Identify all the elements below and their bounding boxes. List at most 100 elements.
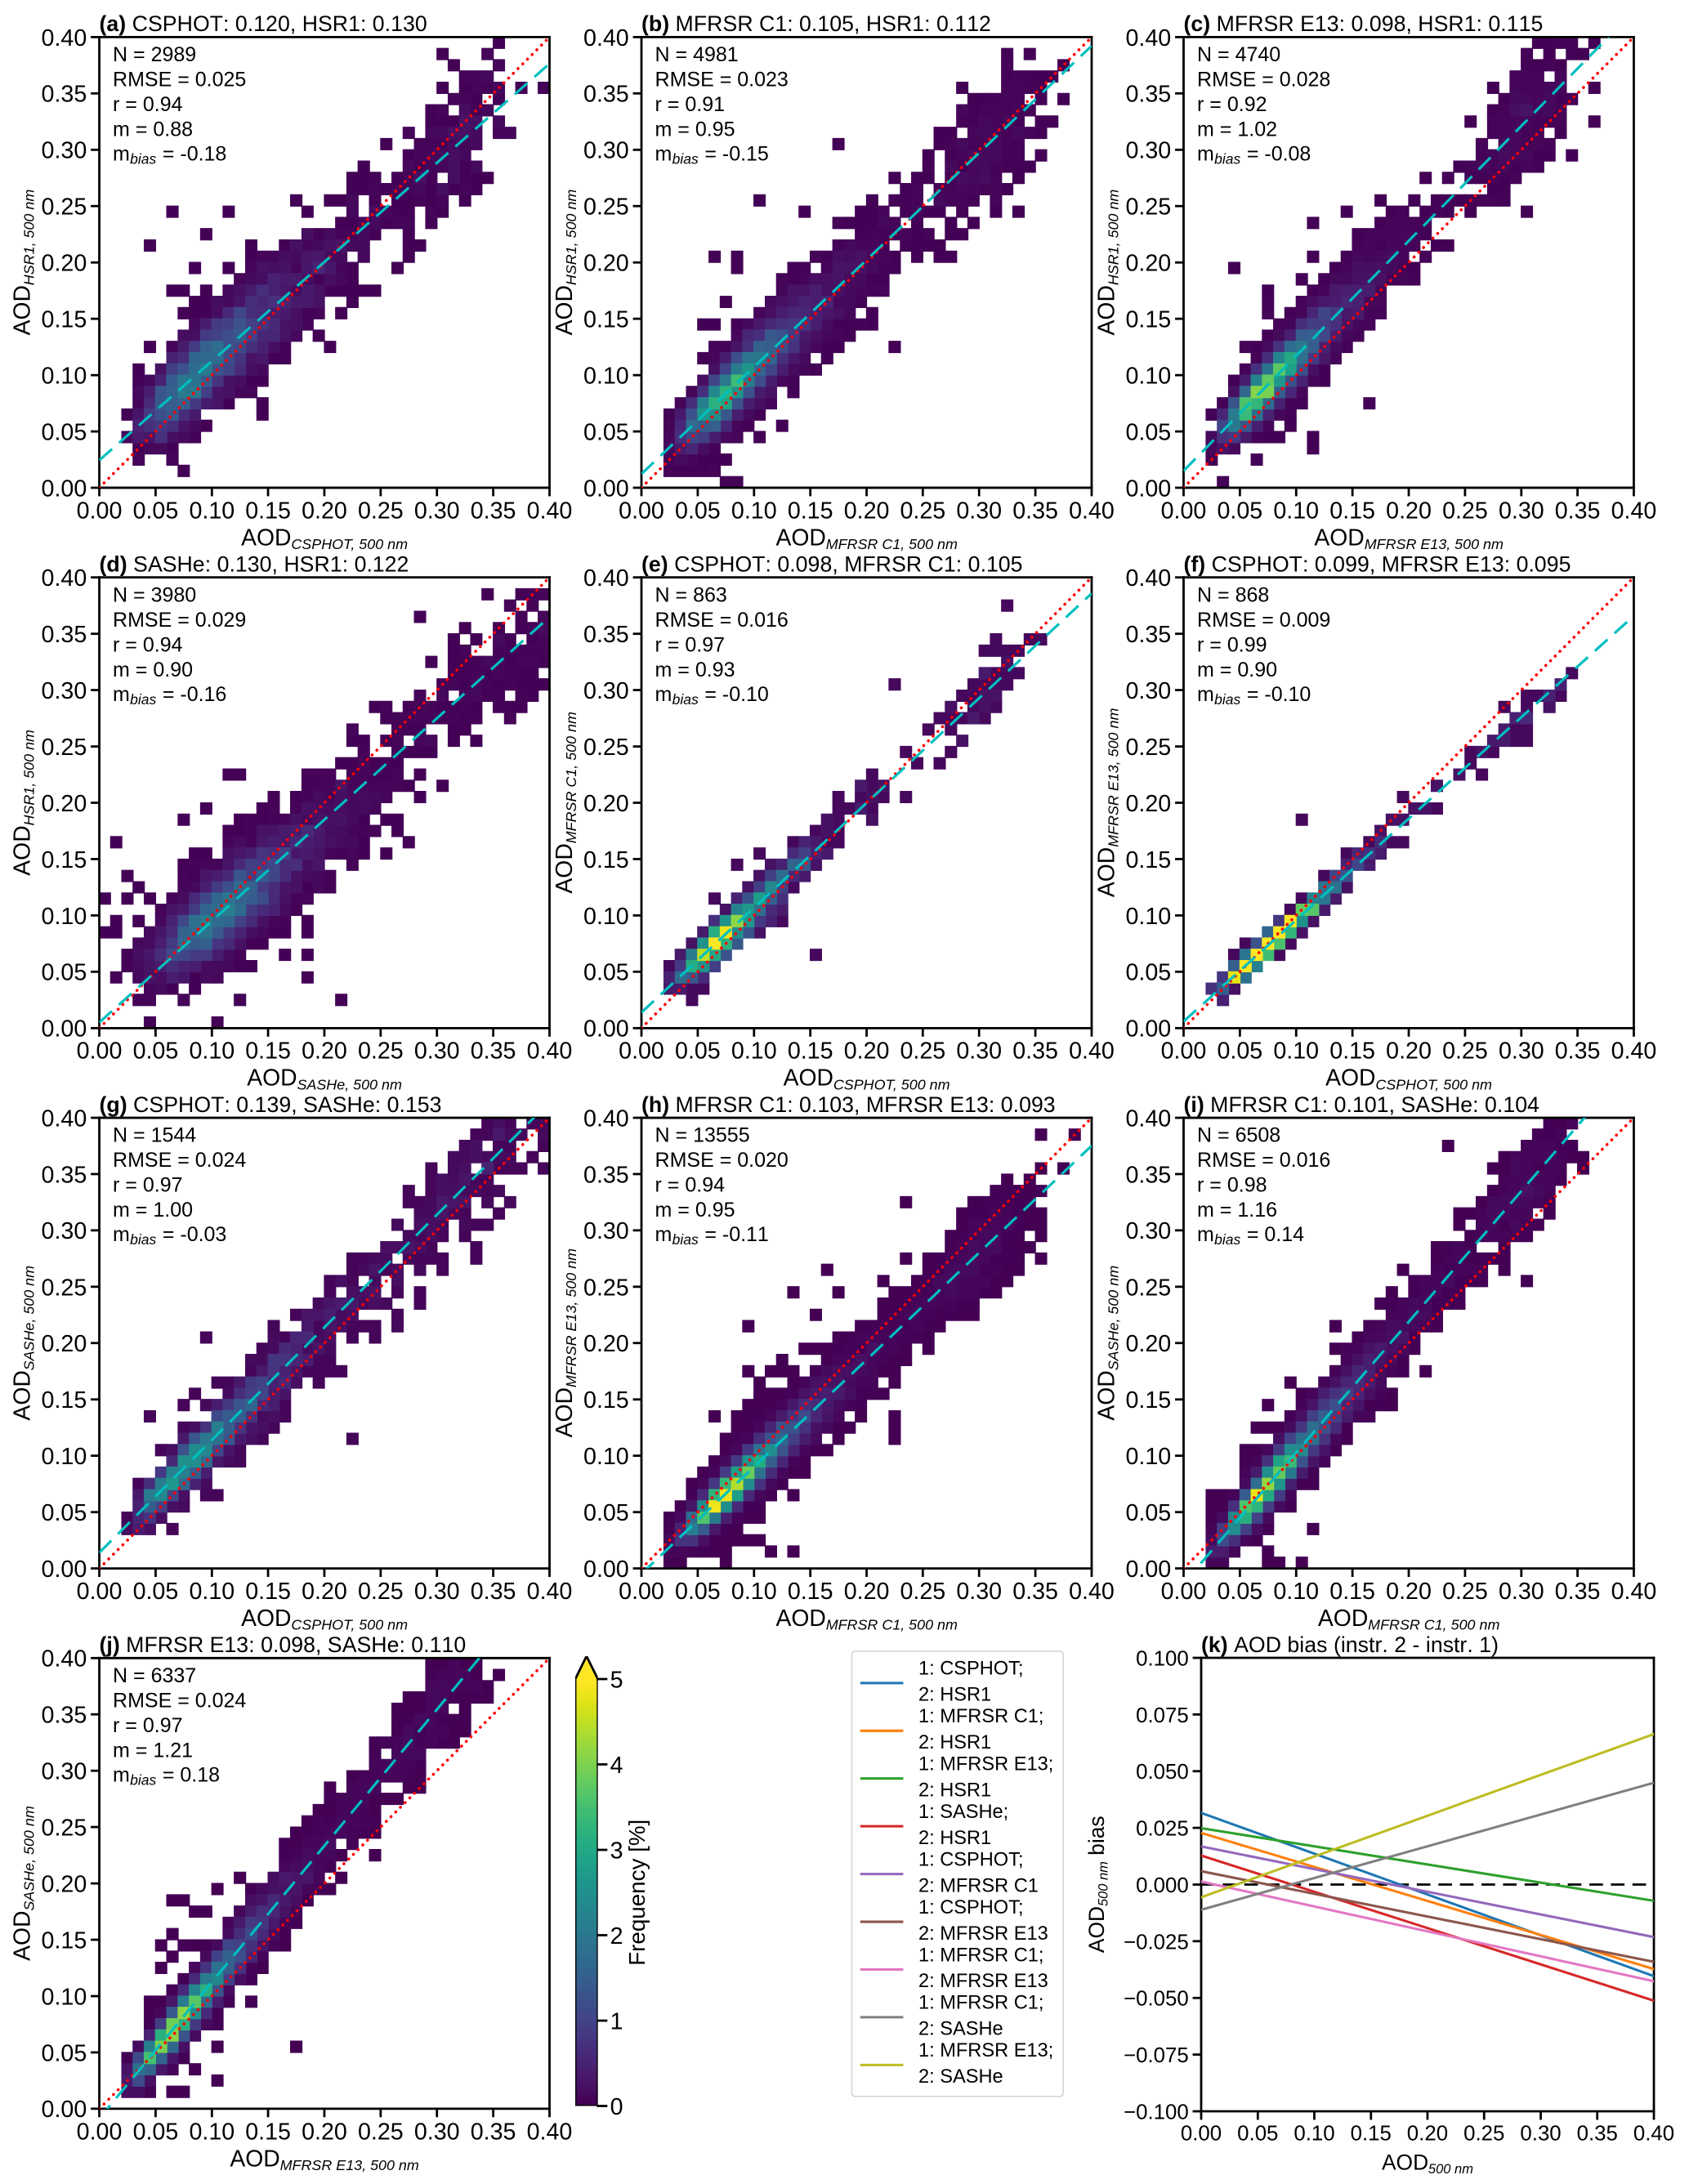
svg-text:0.25: 0.25 (900, 1579, 945, 1605)
svg-text:5: 5 (610, 1667, 623, 1693)
svg-text:2: MFRSR E13: 2: MFRSR E13 (918, 1971, 1048, 1992)
svg-text:0.40: 0.40 (527, 2119, 573, 2145)
svg-text:0.30: 0.30 (956, 498, 1002, 524)
svg-text:r = 0.91: r = 0.91 (655, 93, 725, 116)
svg-text:0.05: 0.05 (133, 1579, 179, 1605)
svg-text:AOD: AOD (1093, 847, 1119, 897)
svg-text:0.20: 0.20 (42, 1331, 87, 1357)
svg-text:0.35: 0.35 (1126, 1162, 1172, 1188)
svg-text:MFRSR C1, 500 nm: MFRSR C1, 500 nm (826, 536, 958, 552)
svg-text:RMSE = 0.016: RMSE = 0.016 (655, 609, 789, 632)
svg-text:MFRSR E13, 500 nm: MFRSR E13, 500 nm (563, 1248, 579, 1387)
svg-text:0.15: 0.15 (245, 2119, 291, 2145)
svg-text:0.20: 0.20 (1126, 791, 1172, 817)
svg-text:1: CSPHOT;: 1: CSPHOT; (918, 1849, 1024, 1870)
svg-text:0.40: 0.40 (1611, 1579, 1657, 1605)
svg-text:0.10: 0.10 (1273, 1038, 1319, 1065)
svg-text:2: HSR1: 2: HSR1 (918, 1732, 991, 1753)
svg-text:0.25: 0.25 (1442, 498, 1488, 524)
svg-text:0.00: 0.00 (1126, 1556, 1172, 1583)
svg-text:0.10: 0.10 (583, 904, 629, 930)
svg-text:0.30: 0.30 (583, 678, 629, 704)
svg-text:3: 3 (610, 1838, 623, 1864)
svg-text:( g ): ( g ) C S P H O T : 0 . 1 3 9 , S A S H … (100, 1092, 442, 1117)
svg-text:0.35: 0.35 (1012, 1579, 1058, 1605)
svg-text:0.05: 0.05 (42, 2040, 87, 2066)
svg-text:−0.025: −0.025 (1124, 1931, 1189, 1954)
svg-text:0.10: 0.10 (42, 1444, 87, 1470)
svg-text:r = 0.98: r = 0.98 (1197, 1174, 1267, 1197)
svg-text:( b ): ( b ) M F R S R C 1 : 0 . 1 0 5 , H S R … (641, 11, 991, 36)
svg-text:0.30: 0.30 (414, 498, 460, 524)
svg-text:0.100: 0.100 (1136, 1647, 1189, 1670)
svg-text:0.20: 0.20 (583, 251, 629, 277)
svg-text:( i ): ( i ) M F R S R C 1 : 0 . 1 0 1 , S A S … (1184, 1092, 1540, 1117)
svg-text:0.40: 0.40 (1633, 2122, 1674, 2145)
svg-text:HSR1, 500 nm: HSR1, 500 nm (563, 190, 579, 286)
svg-text:N = 1544: N = 1544 (113, 1124, 196, 1147)
svg-text:0.050: 0.050 (1136, 1761, 1189, 1784)
svg-text:0.10: 0.10 (1126, 363, 1172, 389)
svg-text:0.35: 0.35 (471, 1579, 516, 1605)
svg-text:0.00: 0.00 (1126, 1016, 1172, 1043)
svg-text:0.15: 0.15 (583, 847, 629, 873)
svg-text:RMSE = 0.025: RMSE = 0.025 (113, 69, 246, 92)
svg-text:0.35: 0.35 (42, 1703, 87, 1729)
svg-text:N = 13555: N = 13555 (655, 1124, 750, 1147)
svg-text:( h ): ( h ) M F R S R C 1 : 0 . 1 0 3 , M F R … (641, 1092, 1056, 1117)
svg-text:m = 0.90: m = 0.90 (1197, 659, 1277, 681)
svg-text:0.05: 0.05 (675, 1038, 721, 1065)
svg-text:0.40: 0.40 (1611, 498, 1657, 524)
svg-text:2: MFRSR C1: 2: MFRSR C1 (918, 1875, 1039, 1896)
svg-text:0.35: 0.35 (1577, 2122, 1618, 2145)
svg-text:0.20: 0.20 (42, 1871, 87, 1897)
svg-text:0.00: 0.00 (77, 1579, 123, 1605)
svg-text:0.10: 0.10 (42, 904, 87, 930)
svg-text:SASHe, 500 nm: SASHe, 500 nm (297, 1076, 401, 1092)
svg-text:2: SASHe: 2: SASHe (918, 2019, 1003, 2040)
svg-text:0.15: 0.15 (788, 1579, 833, 1605)
svg-text:0: 0 (610, 2094, 623, 2120)
svg-text:AOD: AOD (247, 1065, 297, 1092)
svg-text:0.30: 0.30 (42, 138, 87, 164)
svg-text:2: HSR1: 2: HSR1 (918, 1828, 991, 1849)
svg-text:0.20: 0.20 (1386, 1038, 1432, 1065)
svg-text:0.40: 0.40 (1611, 1038, 1657, 1065)
svg-text:r = 0.94: r = 0.94 (113, 93, 183, 116)
svg-text:0.25: 0.25 (1126, 194, 1172, 221)
svg-text:0.30: 0.30 (1499, 498, 1544, 524)
svg-text:0.25: 0.25 (358, 1579, 404, 1605)
svg-text:2: 2 (610, 1923, 623, 1950)
svg-text:RMSE = 0.024: RMSE = 0.024 (113, 1149, 246, 1172)
svg-text:0.15: 0.15 (788, 498, 833, 524)
svg-text:0.20: 0.20 (1407, 2122, 1448, 2145)
svg-text:m = 1.02: m = 1.02 (1197, 118, 1277, 141)
svg-text:0.05: 0.05 (583, 419, 629, 445)
svg-text:m =: m = - 0 . 1 0 b i a s (1197, 683, 1316, 708)
svg-text:0.05: 0.05 (583, 960, 629, 986)
svg-text:N = 6337: N = 6337 (113, 1664, 196, 1687)
svg-text:AOD: AOD (241, 525, 291, 551)
svg-text:HSR1, 500 nm: HSR1, 500 nm (1105, 190, 1121, 286)
svg-text:( e ): ( e ) C S P H O T : 0 . 0 9 8 , M F R S … (641, 552, 1022, 576)
svg-text:0.15: 0.15 (42, 1927, 87, 1954)
svg-text:0.35: 0.35 (1012, 498, 1058, 524)
svg-text:0.20: 0.20 (1386, 1579, 1432, 1605)
svg-text:MFRSR E13, 500 nm: MFRSR E13, 500 nm (1105, 708, 1121, 847)
svg-text:AOD: AOD (9, 1910, 35, 1960)
svg-text:N = 4981: N = 4981 (655, 43, 739, 66)
svg-text:1: SASHe;: 1: SASHe; (918, 1802, 1008, 1823)
svg-text:0.20: 0.20 (302, 1579, 347, 1605)
svg-text:m = 0.93: m = 0.93 (655, 659, 735, 681)
svg-text:−0.050: −0.050 (1124, 1988, 1189, 2011)
svg-text:0.00: 0.00 (77, 498, 123, 524)
svg-text:0.25: 0.25 (358, 2119, 404, 2145)
svg-text:0.05: 0.05 (1218, 1038, 1263, 1065)
svg-text:r = 0.94: r = 0.94 (113, 633, 183, 656)
svg-text:RMSE = 0.023: RMSE = 0.023 (655, 69, 789, 92)
svg-text:0.35: 0.35 (471, 2119, 516, 2145)
svg-text:0.25: 0.25 (358, 498, 404, 524)
svg-text:AOD: AOD (1325, 1065, 1375, 1092)
svg-text:0.075: 0.075 (1136, 1704, 1189, 1727)
svg-text:0.10: 0.10 (1273, 498, 1319, 524)
